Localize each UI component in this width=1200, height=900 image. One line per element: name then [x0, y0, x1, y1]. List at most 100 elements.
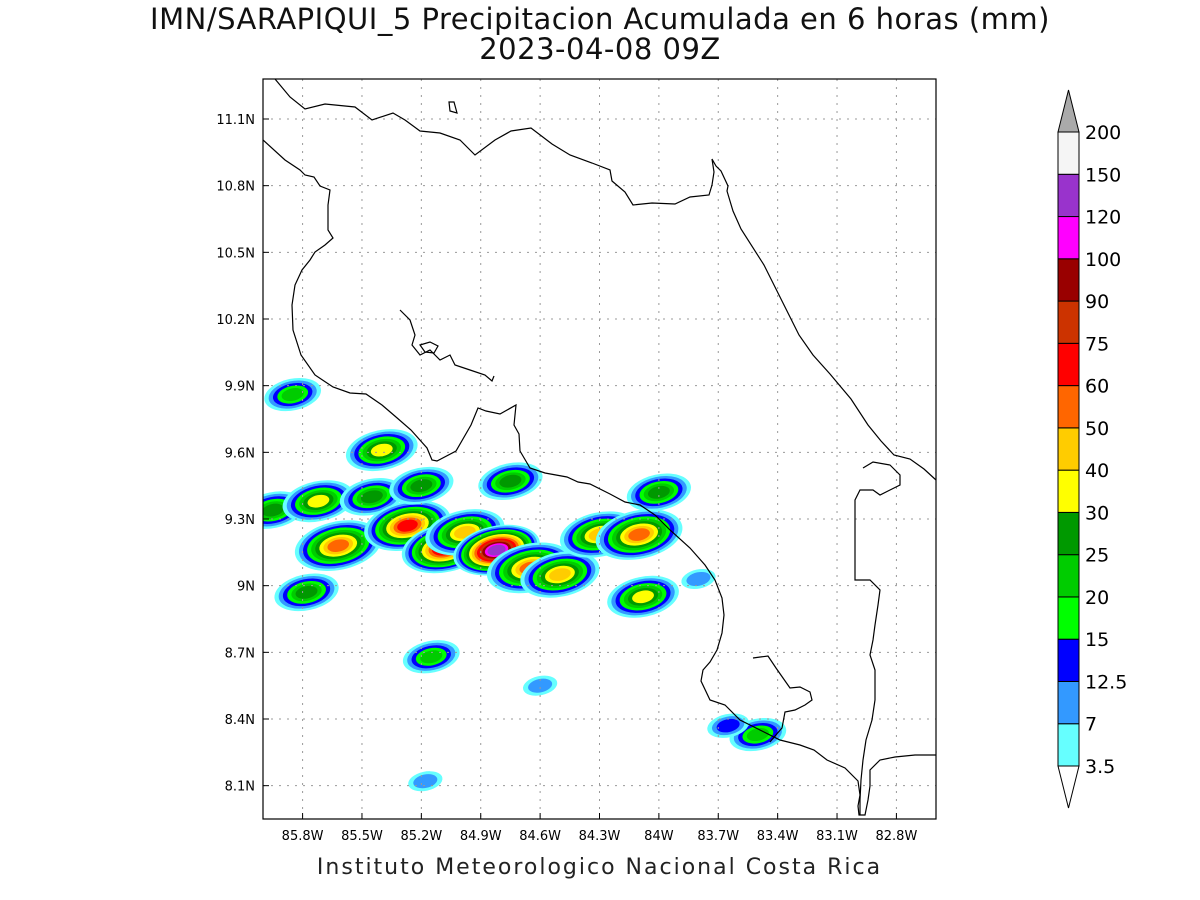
colorbar: 3.5 7 12.5 15 20 25 30 40 50 60 75 90 100 120 150 200 — [1057, 89, 1127, 809]
precip-contour — [686, 571, 711, 587]
precip-contour — [716, 718, 740, 733]
colorbar-high-arrow — [1057, 89, 1080, 133]
precip-cell — [408, 771, 443, 792]
map-frame — [262, 78, 937, 820]
precip-contour — [549, 568, 571, 581]
precip-cell — [294, 520, 382, 572]
precip-contour — [281, 388, 304, 402]
precip-cell — [522, 675, 558, 696]
lat-tick-label: 8.4N — [225, 713, 255, 728]
map-title: IMN/SARAPIQUI_5 Precipitacion Acumulada … — [150, 2, 1050, 36]
lon-tick-label: 83.1W — [816, 829, 858, 844]
precip-contour — [370, 443, 393, 457]
lon-tick-label: 84.9W — [460, 829, 502, 844]
colorbar-segment — [1057, 300, 1080, 344]
precip-cell — [478, 462, 543, 501]
pacific-coastline — [274, 79, 936, 481]
precip-contour — [487, 544, 506, 556]
precip-cell — [707, 713, 750, 738]
colorbar-label: 50 — [1085, 418, 1109, 440]
colorbar-label: 40 — [1085, 460, 1109, 482]
colorbar-label: 30 — [1085, 502, 1109, 524]
colorbar-segment — [1057, 216, 1080, 260]
precip-contour — [263, 503, 284, 517]
colorbar-segment — [1057, 469, 1080, 513]
precip-contour — [327, 539, 350, 552]
precip-cell — [345, 429, 418, 472]
precip-cell — [339, 477, 404, 516]
precip-contour — [628, 528, 650, 541]
graticule — [263, 79, 936, 819]
lat-tick-label: 8.7N — [225, 646, 255, 661]
lon-tick-label: 82.8W — [876, 829, 918, 844]
precip-cell — [681, 568, 716, 590]
colorbar-segment — [1057, 385, 1080, 429]
colorbar-segment — [1057, 723, 1080, 767]
colorbar-label: 25 — [1085, 545, 1109, 567]
nicoya-gulf-inner — [399, 309, 495, 383]
precip-cell — [264, 377, 322, 412]
lon-tick-label: 83.4W — [757, 829, 799, 844]
colorbar-segment — [1057, 554, 1080, 598]
colorbar-label: 3.5 — [1085, 756, 1115, 778]
precip-contour — [360, 490, 383, 504]
panama-border — [854, 461, 901, 815]
gulf-nicoya-coast — [263, 139, 936, 816]
colorbar-label: 150 — [1085, 164, 1121, 186]
precip-contour — [647, 485, 670, 499]
lon-tick-label: 85.5W — [341, 829, 383, 844]
latitude-tick-labels: 11.1N 10.8N 10.5N 10.2N 9.9N 9.6N 9.3N 9N 8.7N 8.… — [216, 113, 255, 795]
colorbar-label: 75 — [1085, 333, 1109, 355]
colorbar-segment — [1057, 680, 1080, 725]
precip-contour — [632, 590, 654, 604]
precip-cell — [595, 509, 683, 560]
colorbar-segment — [1057, 596, 1080, 640]
colorbar-low-arrow — [1057, 765, 1080, 809]
precip-cell — [282, 480, 355, 523]
precip-cell — [389, 466, 454, 505]
lon-tick-label: 84W — [644, 829, 674, 844]
lon-tick-label: 83.7W — [697, 829, 739, 844]
colorbar-label: 7 — [1085, 714, 1097, 736]
precip-contour — [528, 678, 553, 693]
colorbar-label: 120 — [1085, 207, 1121, 229]
colorbar-label: 100 — [1085, 249, 1121, 271]
lat-tick-label: 8.1N — [225, 780, 255, 795]
colorbar-segment — [1057, 511, 1080, 556]
lat-tick-label: 9.3N — [225, 513, 255, 528]
osa-peninsula — [752, 655, 813, 743]
coastline — [263, 79, 936, 816]
precip-cell — [626, 473, 691, 512]
precip-contour — [397, 519, 418, 532]
precip-contour — [295, 585, 318, 599]
lon-tick-label: 85.2W — [400, 829, 442, 844]
precip-cell — [520, 551, 600, 598]
lon-tick-label: 85.8W — [282, 829, 324, 844]
colorbar-label: 15 — [1085, 629, 1109, 651]
precip-cell — [607, 575, 679, 618]
precip-contour — [413, 774, 438, 789]
colorbar-label: 60 — [1085, 376, 1109, 398]
lat-tick-label: 11.1N — [216, 113, 255, 128]
precip-contour — [410, 479, 433, 493]
longitude-tick-labels: 85.8W 85.5W 85.2W 84.9W 84.6W 84.3W 84W 83.7W 83… — [282, 829, 918, 844]
precip-contour — [499, 474, 522, 488]
lon-tick-label: 84.3W — [579, 829, 621, 844]
precip-cell — [402, 640, 460, 674]
colorbar-label: 20 — [1085, 587, 1109, 609]
lat-tick-label: 10.5N — [216, 246, 255, 261]
colorbar-segment — [1057, 638, 1080, 682]
footer-credit: Instituto Meteorologico Nacional Costa R… — [316, 855, 883, 880]
lat-tick-label: 10.2N — [216, 313, 255, 328]
colorbar-segment — [1057, 173, 1080, 218]
precip-contour — [307, 494, 330, 508]
nicaragua-lake-fragment — [448, 101, 458, 114]
colorbar-segment — [1057, 131, 1080, 175]
lat-tick-label: 9N — [237, 580, 255, 595]
chira-island — [419, 341, 439, 354]
colorbar-segment — [1057, 427, 1080, 471]
colorbar-label: 90 — [1085, 291, 1109, 313]
map-valid-time: 2023-04-08 09Z — [479, 32, 721, 66]
precip-cell — [274, 573, 339, 612]
